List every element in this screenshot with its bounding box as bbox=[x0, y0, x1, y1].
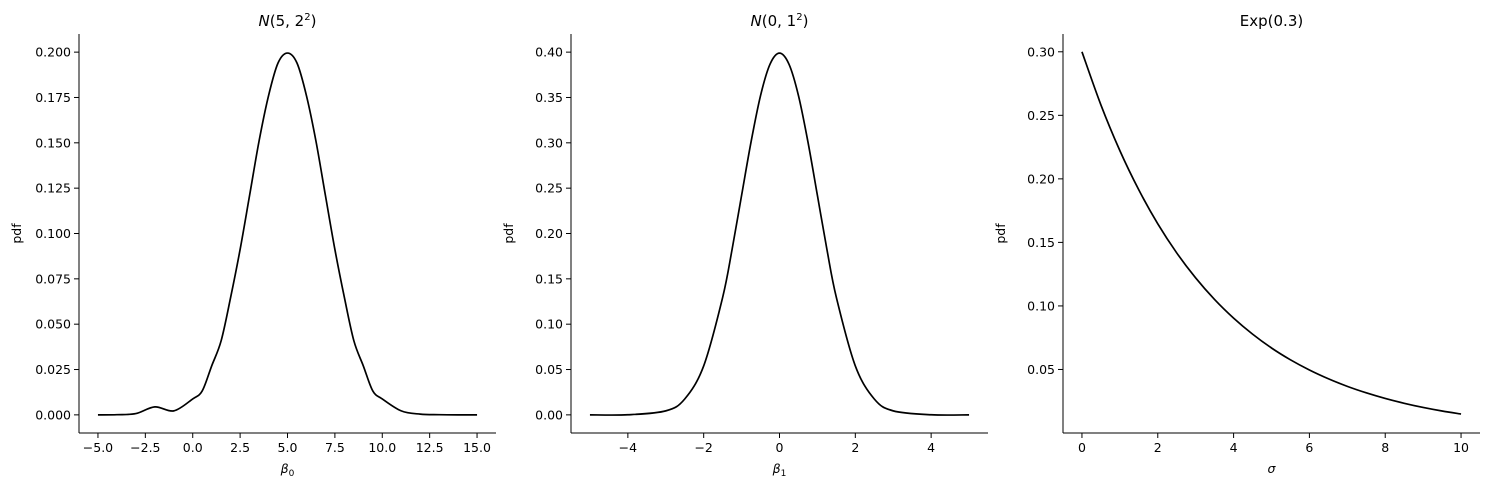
x-tick-label: 2 bbox=[851, 440, 859, 455]
pdf-curve bbox=[589, 52, 970, 416]
y-tick-label: 0.000 bbox=[35, 407, 71, 422]
y-axis-label: pdf bbox=[501, 223, 516, 244]
y-axis-label: pdf bbox=[993, 223, 1008, 244]
y-tick-label: 0.20 bbox=[535, 226, 563, 241]
y-tick-label: 0.20 bbox=[1027, 171, 1055, 186]
y-tick-label: 0.100 bbox=[35, 226, 71, 241]
y-tick-label: 0.050 bbox=[35, 317, 71, 332]
y-tick-label: 0.05 bbox=[1027, 362, 1055, 377]
subplot-1: −5.0 −2.5 0.0 2.5 5.0 7.5 10.0 12.5 15.0 0.000 0.0… bbox=[9, 12, 496, 479]
y-tick-label: 0.150 bbox=[35, 135, 71, 150]
y-tick-label: 0.175 bbox=[35, 90, 71, 105]
x-tick-label: 2.5 bbox=[230, 440, 250, 455]
subplot-title: Exp(0.3) bbox=[1240, 12, 1303, 30]
y-tick-label: 0.10 bbox=[535, 317, 563, 332]
y-tick-label: 0.10 bbox=[1027, 298, 1055, 313]
x-tick-label: 8 bbox=[1381, 440, 1389, 455]
x-tick-label: 0.0 bbox=[183, 440, 203, 455]
x-tick-label: 10 bbox=[1453, 440, 1469, 455]
y-tick-label: 0.15 bbox=[535, 271, 563, 286]
x-tick-label: 0 bbox=[776, 440, 784, 455]
y-tick-label: 0.25 bbox=[535, 181, 563, 196]
x-tick-label: −5.0 bbox=[83, 440, 113, 455]
x-tick-label: −2 bbox=[694, 440, 712, 455]
x-tick-label: −2.5 bbox=[130, 440, 160, 455]
y-tick-label: 0.125 bbox=[35, 181, 71, 196]
y-tick-label: 0.15 bbox=[1027, 235, 1055, 250]
x-tick-label: 10.0 bbox=[368, 440, 396, 455]
x-tick-label: 4 bbox=[1230, 440, 1238, 455]
y-axis-label: pdf bbox=[9, 223, 24, 244]
x-tick-label: 5.0 bbox=[278, 440, 298, 455]
x-tick-label: 12.5 bbox=[416, 440, 444, 455]
y-tick-label: 0.00 bbox=[535, 407, 563, 422]
pdf-curve bbox=[97, 52, 478, 416]
y-tick-label: 0.075 bbox=[35, 271, 71, 286]
subplot-title: N(0, 12) bbox=[751, 12, 809, 30]
subplot-3: 0 2 4 6 8 10 0.05 0.10 0.15 0.20 0.25 0.30 Exp(0.3) σ… bbox=[993, 12, 1480, 476]
y-tick-label: 0.05 bbox=[535, 362, 563, 377]
subplot-title: N(5, 22) bbox=[259, 12, 317, 30]
x-tick-label: 2 bbox=[1154, 440, 1162, 455]
x-tick-label: 7.5 bbox=[325, 440, 345, 455]
subplot-2: −4 −2 0 2 4 0.00 0.05 0.10 0.15 0.20 0.25 0.30 0.35 0… bbox=[501, 12, 988, 479]
x-tick-label: 6 bbox=[1305, 440, 1313, 455]
y-tick-label: 0.35 bbox=[535, 90, 563, 105]
x-tick-label: 4 bbox=[927, 440, 935, 455]
pdf-curve bbox=[1081, 51, 1462, 415]
x-tick-label: 15.0 bbox=[463, 440, 491, 455]
y-tick-label: 0.30 bbox=[1027, 44, 1055, 59]
x-tick-label: 0 bbox=[1078, 440, 1086, 455]
y-tick-label: 0.025 bbox=[35, 362, 71, 377]
y-tick-label: 0.30 bbox=[535, 135, 563, 150]
x-axis-label: β0 bbox=[280, 461, 295, 479]
x-axis-label: σ bbox=[1268, 461, 1277, 476]
x-axis-label: β1 bbox=[772, 461, 787, 479]
x-tick-label: −4 bbox=[619, 440, 637, 455]
y-tick-label: 0.25 bbox=[1027, 108, 1055, 123]
y-tick-label: 0.40 bbox=[535, 45, 563, 60]
y-tick-label: 0.200 bbox=[35, 45, 71, 60]
